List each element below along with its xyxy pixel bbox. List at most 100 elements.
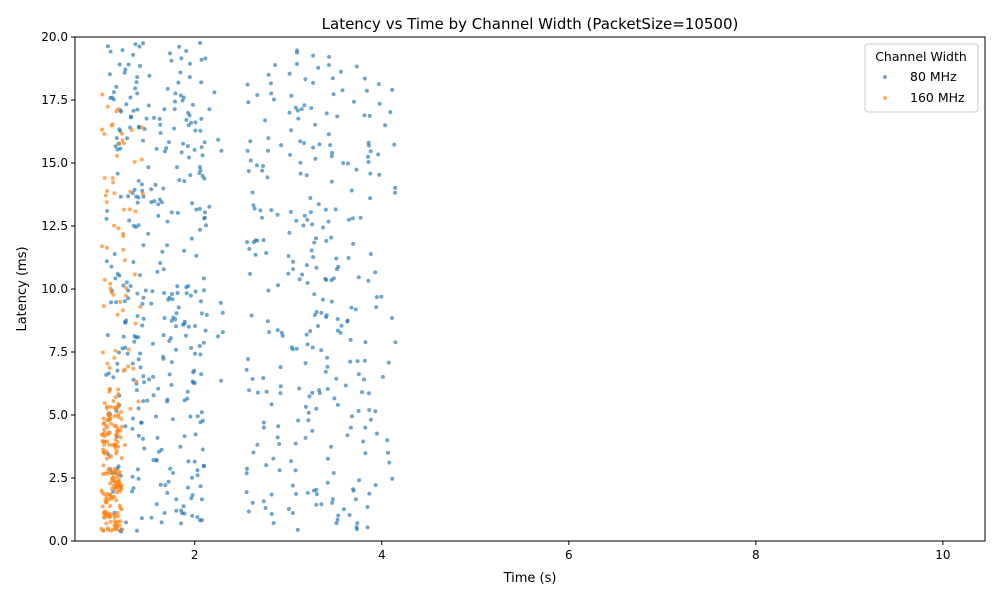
- data-point: [105, 333, 110, 338]
- data-point: [111, 180, 115, 185]
- data-point: [111, 375, 116, 380]
- data-point: [204, 223, 208, 228]
- data-point: [290, 483, 295, 488]
- data-point: [247, 388, 252, 393]
- data-point: [108, 492, 113, 497]
- x-tick-label: 10: [935, 548, 950, 562]
- data-point: [187, 61, 192, 66]
- data-point: [132, 339, 137, 344]
- data-point: [118, 194, 123, 199]
- data-point: [327, 54, 332, 59]
- data-point: [116, 226, 121, 231]
- data-point: [201, 276, 206, 281]
- data-point: [383, 123, 388, 128]
- data-point: [116, 387, 121, 392]
- data-point: [102, 400, 107, 405]
- data-point: [190, 102, 195, 107]
- data-point: [263, 506, 268, 510]
- data-point: [330, 150, 335, 155]
- data-point: [115, 527, 119, 532]
- data-point: [175, 291, 180, 295]
- data-point: [115, 147, 120, 152]
- data-point: [163, 483, 168, 488]
- data-point: [111, 399, 116, 404]
- data-point: [286, 271, 291, 276]
- data-point: [134, 388, 139, 393]
- data-point: [105, 361, 110, 366]
- data-point: [122, 70, 127, 75]
- data-point: [199, 372, 204, 377]
- x-axis: 2 4 6 8 10: [191, 541, 951, 562]
- data-point: [124, 102, 129, 107]
- data-point: [304, 332, 309, 337]
- data-point: [142, 446, 147, 451]
- data-point: [190, 493, 195, 498]
- data-point: [330, 500, 335, 505]
- data-point: [248, 158, 253, 163]
- data-point: [386, 360, 391, 365]
- data-point: [107, 72, 112, 77]
- data-point: [276, 424, 281, 429]
- data-point: [368, 252, 373, 256]
- data-point: [329, 179, 334, 184]
- data-point: [187, 155, 191, 160]
- data-point: [170, 297, 175, 302]
- data-point: [360, 390, 364, 395]
- data-point: [107, 365, 112, 370]
- data-point: [122, 367, 127, 372]
- data-point: [141, 41, 145, 46]
- data-point: [166, 479, 171, 484]
- data-point: [160, 249, 165, 254]
- data-point: [114, 475, 119, 479]
- data-point: [114, 300, 119, 305]
- data-point: [179, 150, 184, 155]
- data-point: [343, 383, 348, 388]
- data-point: [116, 401, 121, 406]
- data-point: [194, 253, 199, 258]
- data-point: [171, 315, 176, 320]
- data-point: [287, 230, 292, 235]
- data-point: [140, 301, 145, 306]
- data-point: [293, 441, 298, 446]
- data-point: [138, 351, 143, 356]
- y-tick-label: 5.0: [49, 408, 68, 422]
- data-point: [303, 404, 308, 409]
- data-point: [326, 219, 331, 224]
- data-point: [100, 504, 105, 509]
- data-point: [314, 309, 319, 314]
- data-point: [113, 395, 118, 400]
- data-point: [310, 428, 315, 433]
- data-point: [159, 447, 164, 452]
- data-point: [121, 334, 126, 339]
- data-point: [159, 520, 164, 525]
- data-point: [335, 517, 340, 522]
- data-point: [189, 120, 194, 125]
- data-point: [266, 148, 270, 153]
- data-point: [323, 207, 328, 212]
- data-point: [332, 396, 337, 401]
- data-point: [179, 521, 184, 526]
- data-point: [312, 292, 317, 297]
- data-point: [165, 86, 170, 91]
- data-point: [314, 265, 319, 270]
- data-point: [317, 391, 322, 396]
- data-point: [115, 511, 120, 515]
- data-point: [314, 487, 319, 492]
- data-point: [136, 476, 141, 481]
- data-point: [258, 208, 263, 213]
- data-point: [117, 482, 121, 487]
- data-point: [348, 337, 353, 342]
- data-point: [184, 117, 189, 122]
- data-point: [118, 435, 123, 440]
- data-point: [133, 42, 138, 47]
- legend-marker-160mhz: [883, 96, 887, 100]
- data-point: [269, 91, 274, 96]
- data-point: [347, 513, 352, 517]
- data-point: [169, 58, 174, 63]
- data-point: [119, 507, 124, 512]
- data-point: [115, 361, 120, 366]
- data-point: [218, 300, 223, 305]
- data-point: [99, 488, 104, 493]
- data-point: [269, 402, 274, 407]
- data-point: [100, 350, 105, 355]
